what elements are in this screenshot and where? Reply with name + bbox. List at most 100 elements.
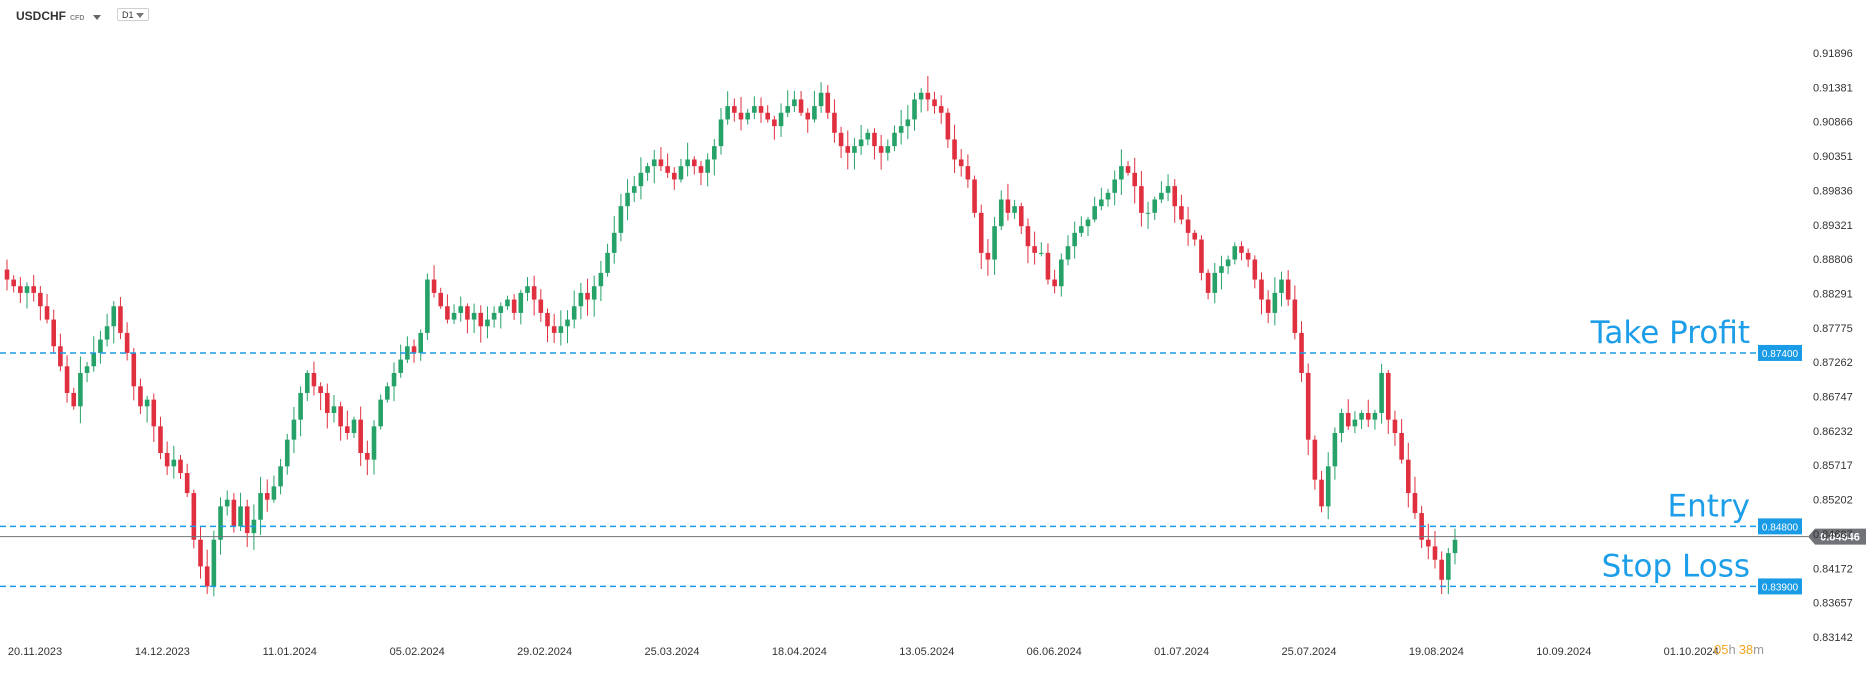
candle-body	[1145, 212, 1151, 214]
candle-body	[958, 159, 964, 167]
candle-body	[31, 286, 36, 293]
candle-body	[311, 372, 317, 387]
candle-body	[972, 179, 977, 213]
x-tick-label: 05.02.2024	[390, 646, 445, 658]
candle-body	[838, 132, 844, 147]
candle-body	[1125, 166, 1131, 173]
candle-body	[264, 493, 270, 500]
candle-body	[365, 453, 370, 460]
candle-body	[912, 99, 917, 120]
candle-body	[491, 312, 497, 320]
candle-body	[812, 106, 817, 120]
candle-body	[638, 172, 644, 187]
candle-body	[1359, 412, 1364, 420]
candle-body	[391, 372, 397, 387]
timer-minutes: 38	[1739, 642, 1753, 657]
candle-body	[1119, 166, 1124, 180]
candle-body	[732, 106, 737, 113]
level-price-label: 0.83900	[1762, 582, 1799, 593]
candle-body	[1172, 186, 1178, 207]
candle-body	[78, 372, 83, 407]
candle-body	[685, 159, 690, 167]
x-tick-label: 06.06.2024	[1027, 646, 1082, 658]
candle-body	[551, 326, 557, 333]
candle-body	[378, 399, 383, 427]
candle-body	[171, 459, 177, 467]
timer-h: h	[1728, 642, 1735, 657]
candle-body	[1025, 226, 1031, 247]
candle-body	[258, 493, 263, 520]
candle-body	[625, 192, 630, 207]
candle-body	[478, 312, 484, 327]
candle-body	[818, 92, 824, 107]
candle-body	[845, 146, 851, 153]
candle-body	[745, 112, 750, 120]
candle-body	[578, 292, 584, 307]
candle-body	[952, 139, 957, 160]
x-tick-label: 18.04.2024	[772, 646, 827, 658]
candle-body	[918, 92, 924, 100]
y-tick-label: 0.86747	[1813, 392, 1853, 404]
candle-body	[104, 326, 110, 340]
symbol-selector[interactable]: USDCHF CFD	[16, 9, 102, 23]
candle-body	[284, 439, 290, 467]
candle-body	[345, 426, 350, 433]
candle-body	[938, 106, 944, 113]
candle-body	[1212, 272, 1218, 293]
candle-body	[271, 486, 277, 500]
candle-body	[398, 359, 403, 373]
candle-body	[184, 473, 190, 494]
candle-body	[451, 312, 457, 320]
candle-body	[878, 146, 884, 153]
x-tick-label: 14.12.2023	[135, 646, 190, 658]
candle-body	[405, 346, 410, 360]
candle-body	[705, 159, 710, 173]
candle-body	[712, 146, 717, 160]
timeframe-select[interactable]: D1	[117, 8, 149, 21]
candle-body	[872, 132, 877, 147]
candle-body	[1452, 539, 1458, 554]
candle-body	[151, 399, 157, 427]
candle-body	[1399, 432, 1404, 460]
candle-body	[1372, 412, 1378, 420]
x-tick-label: 20.11.2023	[8, 646, 62, 658]
candle-body	[538, 299, 544, 313]
candle-body	[1225, 259, 1231, 267]
candle-body	[58, 346, 63, 367]
candle-body	[1045, 252, 1051, 280]
candle-body	[752, 106, 757, 113]
candle-body	[1432, 546, 1438, 560]
candle-body	[1232, 246, 1238, 260]
candle-body	[411, 346, 417, 353]
candle-body	[698, 166, 704, 173]
x-tick-label: 19.08.2024	[1409, 646, 1464, 658]
price-axis: 0.91896 0.91381 0.90866 0.90351 0.89836 0.893…	[1813, 48, 1853, 644]
candle-body	[738, 112, 744, 120]
candle-body	[351, 419, 357, 433]
candle-body	[598, 272, 604, 287]
candle-body	[158, 426, 163, 454]
candle-body	[124, 332, 130, 353]
candle-body	[1179, 206, 1184, 220]
candle-body	[825, 92, 831, 113]
candle-body	[1392, 419, 1398, 433]
candle-body	[1079, 226, 1084, 233]
candle-body	[858, 139, 864, 147]
candle-body	[1032, 246, 1037, 253]
x-tick-label: 13.05.2024	[899, 646, 954, 658]
candle-body	[631, 186, 637, 193]
candle-body	[204, 566, 210, 587]
candle-body	[278, 466, 283, 487]
candle-body	[665, 166, 670, 173]
y-tick-label: 0.88806	[1813, 254, 1853, 266]
candle-body	[1259, 279, 1264, 300]
chevron-down-icon[interactable]	[93, 15, 102, 20]
x-tick-label: 25.07.2024	[1281, 646, 1336, 658]
candle-body	[992, 226, 997, 260]
candle-body	[1112, 179, 1117, 193]
candle-body	[898, 126, 904, 133]
y-tick-label: 0.91896	[1813, 48, 1853, 60]
candle-body	[98, 339, 103, 353]
candle-body	[144, 399, 150, 407]
